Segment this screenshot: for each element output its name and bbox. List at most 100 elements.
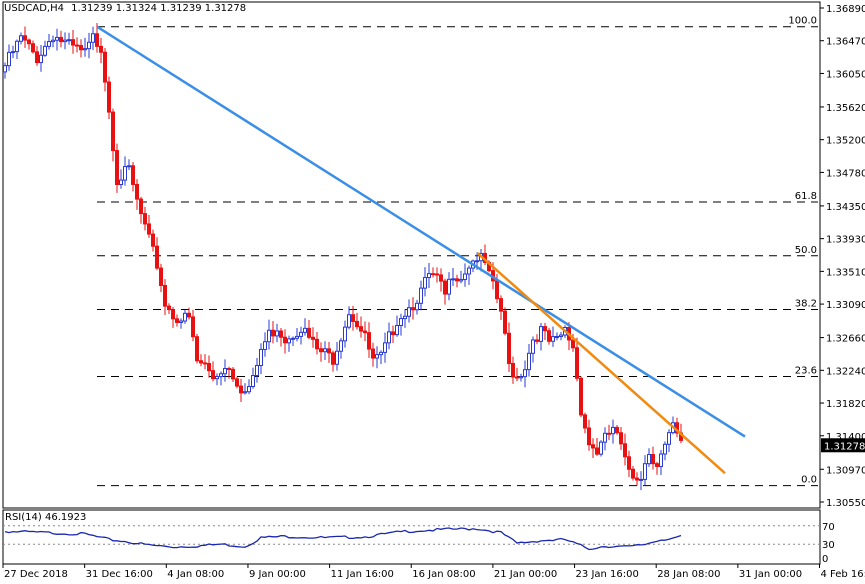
- candle-body: [67, 39, 71, 42]
- candle-body: [31, 43, 35, 53]
- candle-body: [155, 245, 159, 269]
- candle-body: [51, 39, 55, 43]
- high-value: 1.31324: [115, 3, 158, 14]
- candle-body: [11, 51, 15, 54]
- fib-level-label: 0.0: [801, 475, 817, 486]
- y-tick-label: 1.31820: [826, 399, 865, 410]
- candle-body: [647, 454, 651, 465]
- x-tick-label: 23 Jan 16:00: [576, 569, 639, 580]
- y-tick-label: 1.33510: [826, 267, 865, 278]
- y-tick-label: 1.33930: [826, 235, 865, 246]
- candle-body: [87, 41, 91, 50]
- candle-body: [315, 338, 319, 350]
- candle-body: [275, 330, 279, 337]
- candle-body: [387, 331, 391, 344]
- candle-body: [375, 354, 379, 359]
- candle-body: [539, 326, 543, 342]
- candle-body: [311, 336, 315, 340]
- candle-body: [367, 332, 371, 350]
- candle-body: [19, 35, 23, 42]
- candle-body: [455, 278, 459, 282]
- candle-body: [299, 331, 303, 337]
- candle-body: [463, 273, 467, 281]
- candle-body: [111, 111, 115, 152]
- candle-body: [59, 36, 63, 43]
- fib-level-label: 100.0: [788, 16, 817, 27]
- candle-body: [327, 348, 331, 354]
- candle-body: [63, 39, 67, 43]
- candle-body: [231, 368, 235, 380]
- x-tick-label: 21 Jan 00:00: [494, 569, 557, 580]
- candle-body: [459, 279, 463, 282]
- candle-body: [439, 274, 443, 282]
- y-tick-label: 1.33090: [826, 300, 865, 311]
- candle-body: [183, 312, 187, 322]
- candle-body: [23, 35, 27, 41]
- candle-body: [575, 347, 579, 379]
- candle-body: [551, 336, 555, 342]
- candle-body: [527, 352, 531, 371]
- fib-level-label: 50.0: [795, 245, 817, 256]
- candle-body: [415, 302, 419, 311]
- candle-body: [255, 365, 259, 377]
- candle-body: [519, 376, 523, 379]
- candle-body: [407, 307, 411, 317]
- candle-body: [199, 360, 203, 364]
- candle-body: [139, 198, 143, 215]
- last-price-box: [821, 438, 865, 453]
- candle-body: [547, 330, 551, 342]
- candle-body: [283, 336, 287, 344]
- trendline-short: [476, 251, 726, 475]
- candle-body: [347, 314, 351, 328]
- candle-body: [263, 341, 267, 350]
- candle-body: [611, 426, 615, 435]
- candle-body: [383, 342, 387, 353]
- candle-body: [511, 362, 515, 378]
- candle-body: [475, 260, 479, 263]
- candle-body: [227, 367, 231, 370]
- candle-body: [339, 340, 343, 352]
- rsi-value: 46.1923: [44, 512, 87, 523]
- candle-body: [571, 339, 575, 349]
- y-tick-label: 1.36470: [826, 37, 865, 48]
- candle-body: [79, 45, 83, 51]
- chart-header: USDCAD,H4 1.31239 1.31324 1.31239 1.3127…: [4, 3, 246, 14]
- candle-body: [343, 326, 347, 342]
- candle-body: [591, 444, 595, 449]
- rsi-tick-label: 0: [822, 554, 828, 565]
- candle-body: [223, 367, 227, 375]
- candle-body: [507, 332, 511, 364]
- candle-body: [515, 376, 519, 379]
- candle-body: [143, 213, 147, 225]
- open-value: 1.31239: [71, 3, 113, 14]
- candle-body: [523, 369, 527, 378]
- candle-body: [71, 39, 75, 46]
- close-value: 1.31278: [204, 3, 247, 14]
- candle-body: [607, 432, 611, 435]
- candle-body: [103, 51, 107, 83]
- candle-body: [219, 373, 223, 378]
- candle-body: [99, 45, 103, 53]
- candle-body: [131, 165, 135, 185]
- y-tick-label: 1.36050: [826, 69, 865, 80]
- candle-body: [243, 391, 247, 394]
- candle-body: [247, 385, 251, 393]
- candle-body: [163, 284, 167, 307]
- candle-body: [651, 454, 655, 465]
- candle-body: [495, 280, 499, 300]
- y-tick-label: 1.32660: [826, 334, 865, 345]
- candle-body: [123, 166, 127, 181]
- candle-body: [215, 376, 219, 380]
- candle-body: [419, 287, 423, 304]
- candle-body: [411, 307, 415, 311]
- y-tick-label: 1.34350: [826, 202, 865, 213]
- candle-body: [267, 329, 271, 343]
- candle-body: [627, 456, 631, 470]
- candle-body: [151, 233, 155, 247]
- x-tick-label: 27 Dec 2018: [4, 569, 68, 580]
- candle-body: [167, 305, 171, 311]
- candle-body: [371, 348, 375, 359]
- candle-body: [259, 348, 263, 367]
- y-tick-label: 1.35200: [826, 136, 865, 147]
